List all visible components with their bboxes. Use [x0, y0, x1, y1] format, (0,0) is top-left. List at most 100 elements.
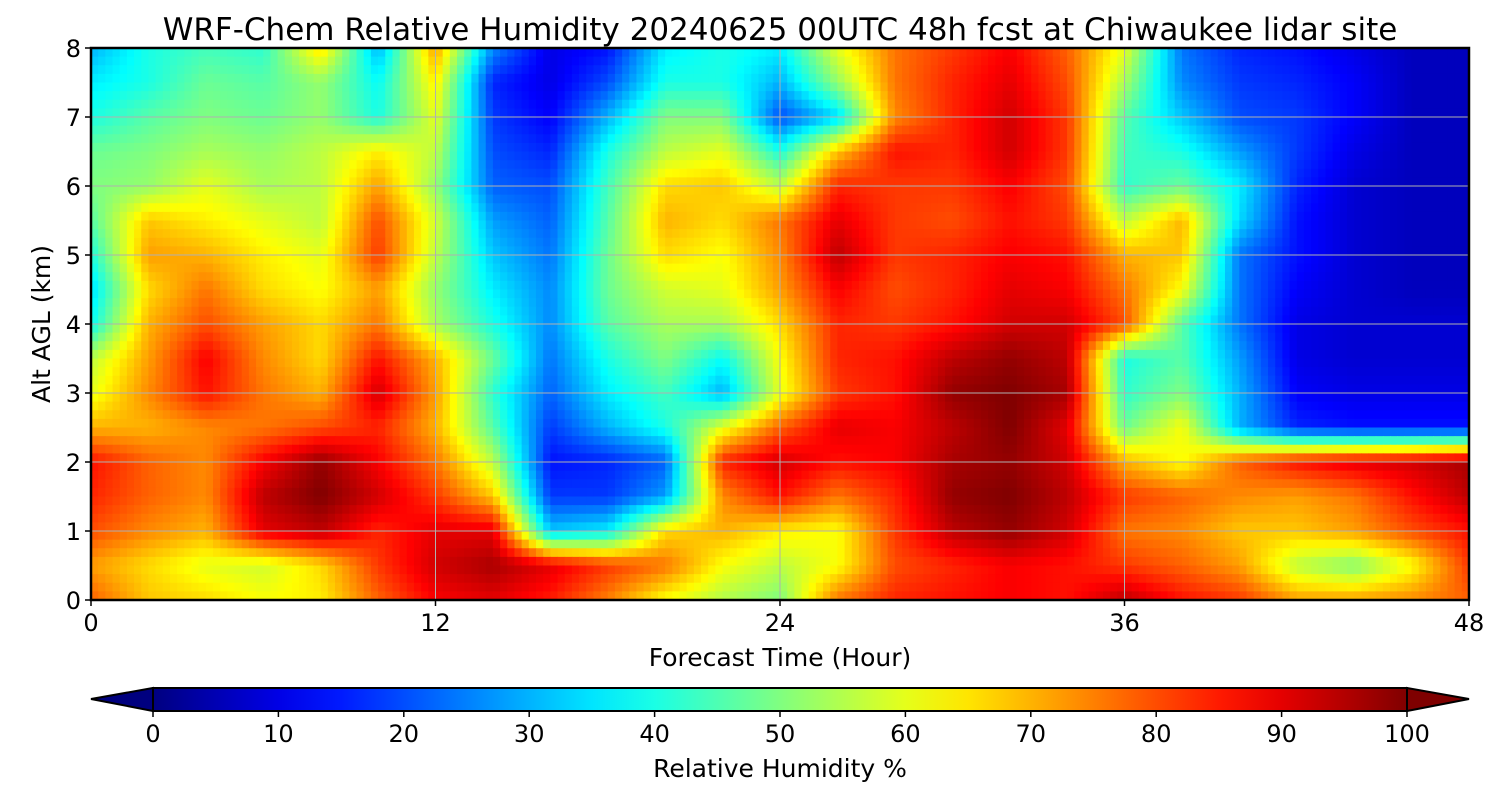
heatmap-cell [622, 99, 630, 109]
heatmap-cell [291, 125, 300, 135]
heatmap-cell [119, 220, 128, 230]
heatmap-cell [1418, 125, 1427, 135]
heatmap-cell [1110, 255, 1118, 265]
heatmap-cell [478, 263, 487, 273]
heatmap-cell [356, 99, 365, 109]
heatmap-cell [579, 177, 587, 187]
heatmap-cell [299, 82, 307, 92]
heatmap-cell [629, 125, 638, 135]
heatmap-cell [457, 186, 465, 196]
heatmap-cell [1203, 246, 1212, 256]
heatmap-cell [937, 194, 946, 204]
heatmap-cell [708, 91, 717, 101]
heatmap-cell [1052, 160, 1061, 170]
heatmap-cell [521, 125, 530, 135]
heatmap-cell [1131, 125, 1140, 135]
heatmap-cell [1289, 151, 1298, 161]
heatmap-cell [1138, 65, 1147, 75]
heatmap-cell [457, 151, 465, 161]
heatmap-cell [198, 91, 207, 101]
heatmap-cell [1260, 48, 1269, 58]
heatmap-cell [270, 134, 279, 144]
heatmap-cell [808, 108, 817, 118]
heatmap-cell [91, 168, 99, 178]
heatmap-cell [636, 56, 645, 66]
heatmap-cell [1045, 151, 1054, 161]
heatmap-cell [141, 246, 150, 256]
heatmap-cell [636, 263, 645, 273]
heatmap-cell [1002, 160, 1011, 170]
heatmap-cell [1088, 82, 1097, 92]
heatmap-cell [894, 255, 903, 265]
heatmap-cell [701, 168, 709, 178]
heatmap-cell [607, 125, 616, 135]
heatmap-cell [808, 229, 817, 239]
heatmap-cell [1447, 168, 1456, 178]
heatmap-cell [291, 91, 300, 101]
heatmap-cell [1253, 99, 1262, 109]
heatmap-cell [500, 255, 508, 265]
heatmap-cell [1461, 220, 1470, 230]
heatmap-cell [1203, 194, 1212, 204]
heatmap-cell [801, 82, 810, 92]
heatmap-cell [1296, 220, 1305, 230]
heatmap-cell [1024, 255, 1032, 265]
heatmap-cell [945, 246, 953, 256]
heatmap-cell [112, 220, 121, 230]
heatmap-cell [363, 255, 372, 265]
heatmap-cell [1016, 168, 1025, 178]
heatmap-cell [327, 117, 336, 127]
heatmap-cell [1361, 117, 1370, 127]
heatmap-cell [406, 186, 415, 196]
heatmap-cell [299, 56, 307, 66]
heatmap-cell [636, 177, 645, 187]
heatmap-cell [1160, 203, 1169, 213]
heatmap-cell [715, 246, 724, 256]
heatmap-cell [1275, 108, 1283, 118]
heatmap-cell [1016, 237, 1025, 247]
heatmap-cell [291, 82, 300, 92]
heatmap-cell [830, 211, 839, 222]
heatmap-cell [471, 108, 480, 118]
heatmap-cell [1332, 263, 1341, 273]
heatmap-cell [349, 65, 358, 75]
heatmap-cell [1002, 117, 1011, 127]
heatmap-cell [751, 73, 760, 84]
heatmap-cell [858, 91, 867, 101]
heatmap-cell [887, 160, 896, 170]
heatmap-cell [1425, 108, 1434, 118]
heatmap-cell [593, 108, 602, 118]
heatmap-cell [1110, 237, 1118, 247]
heatmap-cell [370, 186, 379, 196]
heatmap-cell [392, 177, 401, 187]
heatmap-cell [492, 125, 501, 135]
heatmap-cell [1289, 125, 1298, 135]
heatmap-cell [141, 117, 150, 127]
heatmap-cell [177, 99, 185, 109]
heatmap-cell [1260, 125, 1269, 135]
heatmap-cell [1210, 108, 1219, 118]
heatmap-cell [248, 255, 257, 265]
heatmap-cell [1031, 91, 1039, 101]
heatmap-cell [701, 220, 709, 230]
heatmap-cell [148, 82, 157, 92]
heatmap-cell [851, 186, 860, 196]
heatmap-cell [952, 229, 961, 239]
heatmap-cell [772, 142, 781, 153]
heatmap-cell [1045, 246, 1054, 256]
heatmap-cell [988, 142, 996, 153]
heatmap-cell [1160, 237, 1169, 247]
heatmap-cell [1303, 194, 1312, 204]
heatmap-cell [313, 91, 322, 101]
heatmap-cell [1296, 125, 1305, 135]
heatmap-cell [894, 134, 903, 144]
heatmap-cell [126, 56, 135, 66]
heatmap-cell [765, 99, 774, 109]
heatmap-cell [959, 168, 968, 178]
heatmap-cell [1418, 48, 1427, 58]
heatmap-cell [1174, 263, 1183, 273]
heatmap-cell [507, 99, 516, 109]
heatmap-cell [1390, 73, 1398, 84]
heatmap-cell [1253, 168, 1262, 178]
heatmap-cell [722, 220, 731, 230]
